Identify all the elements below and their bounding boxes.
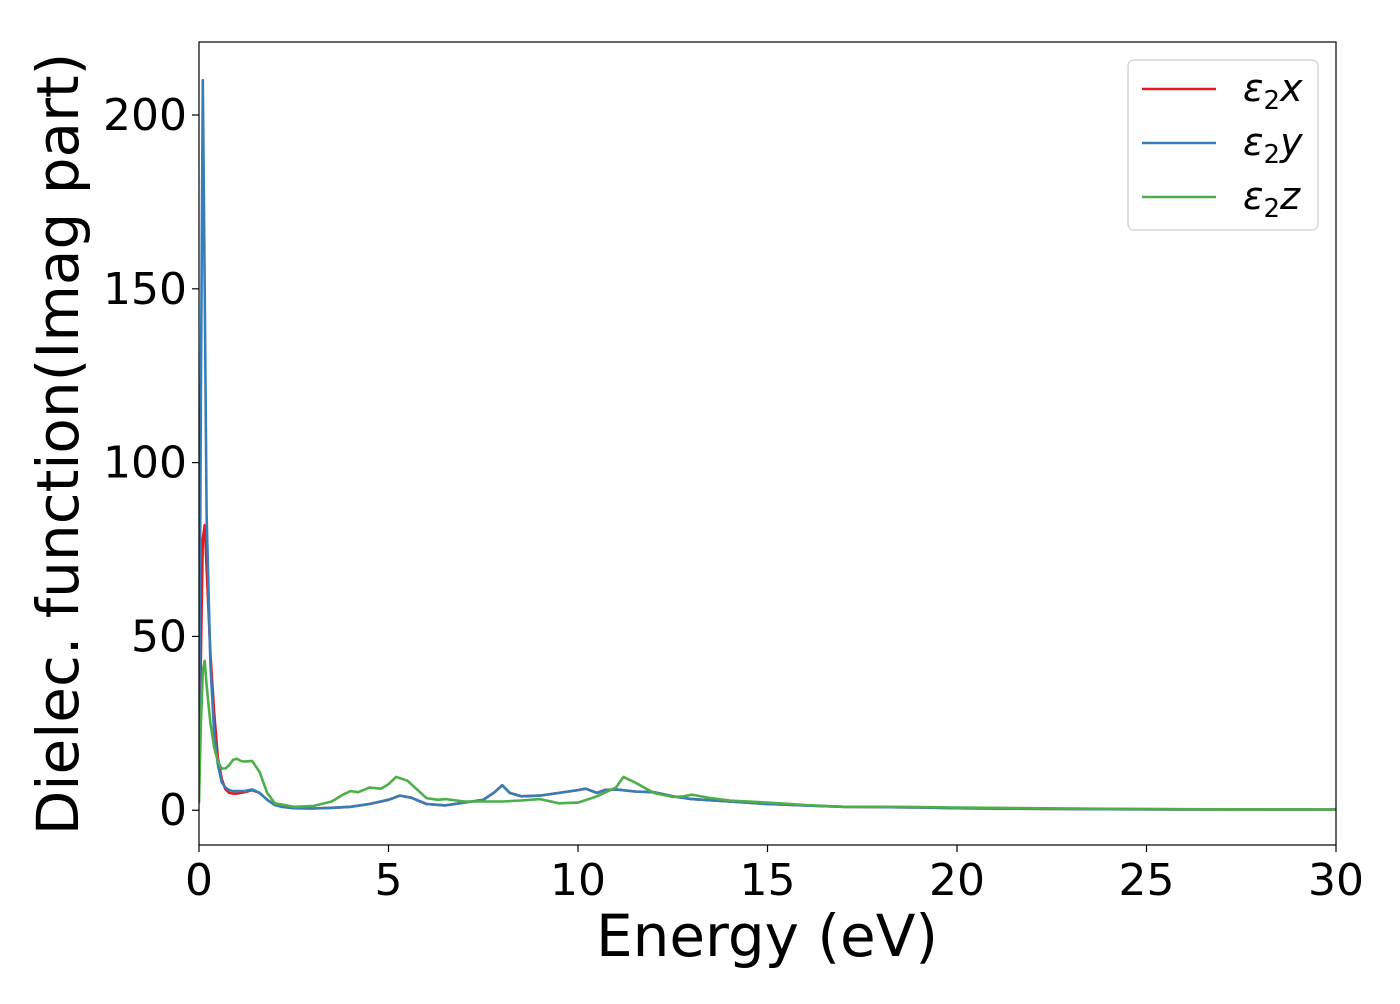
legend-subscript: 2 [1264,194,1281,224]
legend-component: x [1279,66,1303,110]
series-line-z [199,659,1336,811]
legend-subscript: 2 [1264,140,1281,170]
legend-symbol: ε [1243,66,1264,110]
x-tick-label: 25 [1119,855,1175,906]
legend-component: y [1279,120,1303,164]
legend-label-z: ε2z [1243,174,1301,224]
y-axis-label: Dielec. function(Imag part) [24,53,92,836]
x-tick-label: 20 [929,855,985,906]
legend-component: z [1279,174,1301,218]
series-line-x [199,523,1336,811]
y-axis-ticks: 0 50 100 150 200 [103,90,199,836]
series-layer [199,78,1336,811]
legend-symbol: ε [1243,174,1264,218]
legend-label-y: ε2y [1243,120,1303,170]
legend-box [1127,59,1319,231]
x-axis-ticks: 0 5 10 15 20 25 30 [185,845,1364,906]
y-tick-label: 50 [131,611,187,662]
y-tick-label: 150 [103,264,187,315]
y-tick-label: 200 [103,90,187,141]
x-tick-label: 10 [550,855,606,906]
x-tick-label: 30 [1308,855,1364,906]
legend-subscript: 2 [1264,86,1281,116]
x-tick-label: 15 [740,855,796,906]
legend-label-x: ε2x [1243,66,1303,116]
legend-symbol: ε [1243,120,1264,164]
y-tick-label: 100 [103,438,187,489]
x-axis-label: Energy (eV) [596,902,938,970]
y-tick-label: 0 [159,785,187,836]
x-tick-label: 0 [185,855,213,906]
x-tick-label: 5 [375,855,403,906]
